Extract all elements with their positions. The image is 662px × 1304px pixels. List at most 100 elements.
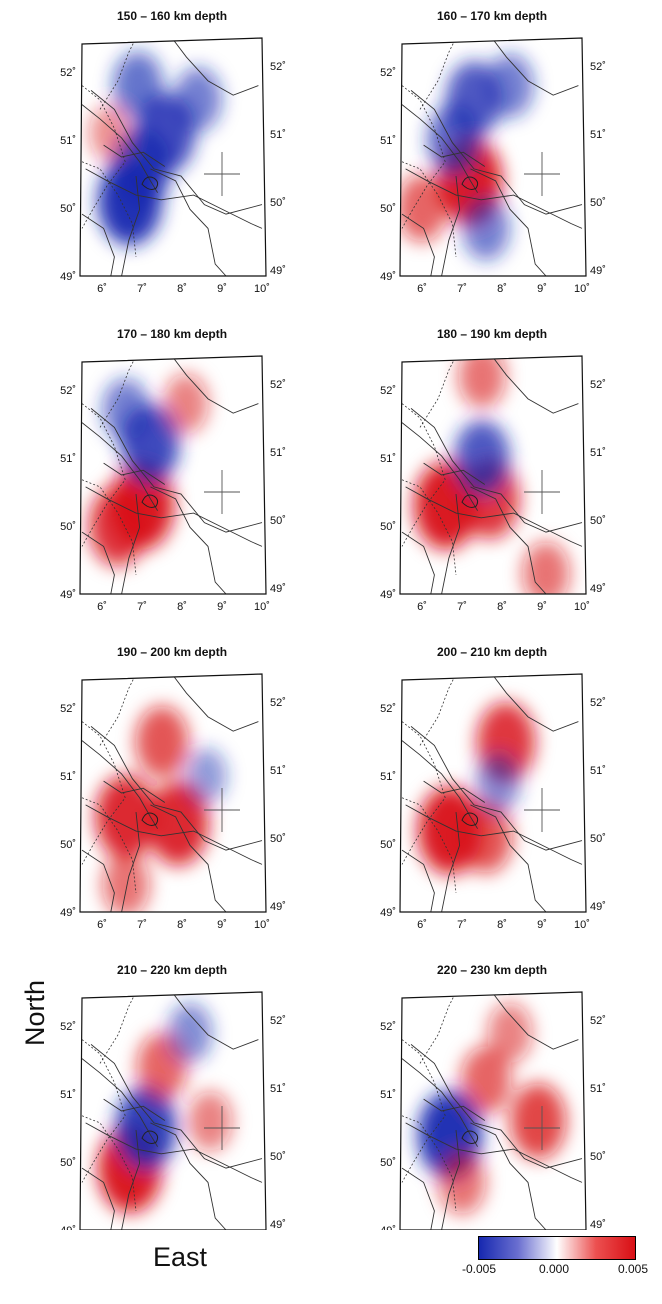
border-line	[405, 168, 583, 229]
state-border-line	[81, 85, 126, 229]
y-tick-label-left: 51˚	[60, 453, 76, 465]
panel-title: 150 – 160 km depth	[117, 9, 227, 23]
anomaly-blob	[174, 67, 222, 132]
y-tick-label-right: 50˚	[270, 833, 286, 845]
border-line	[470, 804, 547, 912]
map-panel-2: 160 – 170 km depth 6˚ 7˚ 8˚ 9˚ 10˚ 52˚ 52˚ 51˚ 51…	[380, 9, 606, 295]
x-tick-label: 10˚	[574, 601, 590, 613]
state-border-line	[81, 479, 137, 576]
border-line	[410, 408, 583, 533]
state-border-line	[81, 1115, 137, 1212]
y-tick-label-left: 50˚	[380, 839, 396, 851]
x-tick-label: 8˚	[497, 601, 507, 613]
y-tick-label-right: 51˚	[270, 447, 286, 459]
volcanic-field-outline	[141, 494, 159, 509]
volcanic-field-outline	[141, 812, 159, 827]
border-line	[405, 804, 583, 865]
border-line	[405, 486, 583, 547]
volcanic-field-outline	[461, 1130, 479, 1145]
map-panel-5: 190 – 200 km depth 6˚ 7˚ 8˚ 9˚ 10˚ 52˚ 52˚ 51˚ 51…	[60, 645, 286, 931]
map-panel-3: 170 – 180 km depth 6˚ 7˚ 8˚ 9˚ 10˚ 52˚ 52˚ 51˚ 51…	[60, 327, 286, 613]
y-tick-label-left: 50˚	[60, 203, 76, 215]
state-border-line	[401, 479, 457, 576]
anomaly-blob	[427, 104, 481, 176]
border-line	[81, 740, 158, 829]
border-line	[401, 213, 435, 276]
y-tick-label-left: 52˚	[380, 385, 396, 397]
y-tick-label-right: 52˚	[590, 1015, 606, 1027]
border-line	[410, 90, 583, 215]
border-line	[401, 1167, 435, 1230]
border-line	[81, 422, 158, 511]
y-tick-label-right: 52˚	[270, 1015, 286, 1027]
state-border-line	[401, 797, 457, 894]
y-tick-label-right: 51˚	[270, 765, 286, 777]
border-line	[90, 90, 263, 215]
panel-title: 180 – 190 km depth	[437, 327, 547, 341]
colorbar-tick-max: 0.005	[618, 1262, 649, 1276]
panel-title: 200 – 210 km depth	[437, 645, 547, 659]
map-panel-6: 200 – 210 km depth 6˚ 7˚ 8˚ 9˚ 10˚ 52˚ 52˚ 51˚ 51…	[380, 645, 606, 931]
y-tick-label-right: 49˚	[270, 265, 286, 277]
border-line	[103, 462, 166, 485]
x-tick-label: 6˚	[417, 919, 427, 931]
border-line	[150, 804, 227, 912]
y-tick-label-right: 49˚	[270, 901, 286, 913]
y-tick-label-left: 51˚	[60, 771, 76, 783]
border-line	[423, 780, 486, 803]
border-line	[103, 780, 166, 803]
x-tick-label: 6˚	[97, 919, 107, 931]
volcanic-field-outline	[141, 176, 159, 191]
state-border-line	[401, 721, 446, 865]
border-line	[81, 104, 158, 193]
state-border-line	[81, 161, 137, 258]
border-line	[103, 144, 166, 167]
y-tick-label-left: 52˚	[60, 1021, 76, 1033]
y-tick-label-right: 49˚	[270, 1219, 286, 1230]
y-tick-label-left: 51˚	[60, 1089, 76, 1101]
y-tick-label-left: 49˚	[60, 271, 76, 283]
x-tick-label: 8˚	[177, 919, 187, 931]
map-frame	[399, 355, 587, 595]
border-line	[491, 674, 579, 732]
border-line	[90, 1044, 263, 1169]
x-tick-label: 6˚	[417, 601, 427, 613]
y-tick-label-right: 51˚	[590, 765, 606, 777]
anomaly-blob	[113, 51, 163, 120]
border-line	[150, 168, 227, 276]
x-tick-label: 10˚	[254, 919, 270, 931]
y-tick-label-left: 50˚	[380, 203, 396, 215]
y-tick-label-left: 49˚	[380, 271, 396, 283]
x-tick-label: 8˚	[177, 283, 187, 295]
x-tick-label: 7˚	[137, 601, 147, 613]
border-line	[410, 1044, 583, 1169]
map-frame	[79, 355, 267, 595]
x-tick-label: 7˚	[137, 919, 147, 931]
border-line	[121, 1129, 141, 1230]
colorbar	[478, 1236, 636, 1260]
y-tick-label-left: 49˚	[380, 589, 396, 601]
border-line	[171, 356, 259, 414]
y-tick-label-right: 52˚	[590, 61, 606, 73]
border-line	[85, 1122, 263, 1183]
state-border-line	[81, 797, 137, 894]
x-tick-label: 8˚	[497, 919, 507, 931]
border-line	[441, 175, 461, 276]
border-line	[171, 38, 259, 96]
y-tick-label-right: 52˚	[270, 61, 286, 73]
y-tick-label-left: 49˚	[380, 1225, 396, 1230]
border-line	[81, 1058, 158, 1147]
y-tick-label-left: 51˚	[60, 135, 76, 147]
x-tick-label: 6˚	[97, 283, 107, 295]
border-line	[405, 1122, 583, 1183]
anomaly-blob	[187, 1091, 233, 1152]
y-tick-label-left: 52˚	[380, 67, 396, 79]
border-line	[121, 493, 141, 594]
y-tick-label-left: 49˚	[60, 589, 76, 601]
state-border-line	[419, 356, 457, 428]
border-line	[85, 804, 263, 865]
border-line	[441, 493, 461, 594]
border-line	[441, 1129, 461, 1230]
panel-title: 220 – 230 km depth	[437, 963, 547, 977]
